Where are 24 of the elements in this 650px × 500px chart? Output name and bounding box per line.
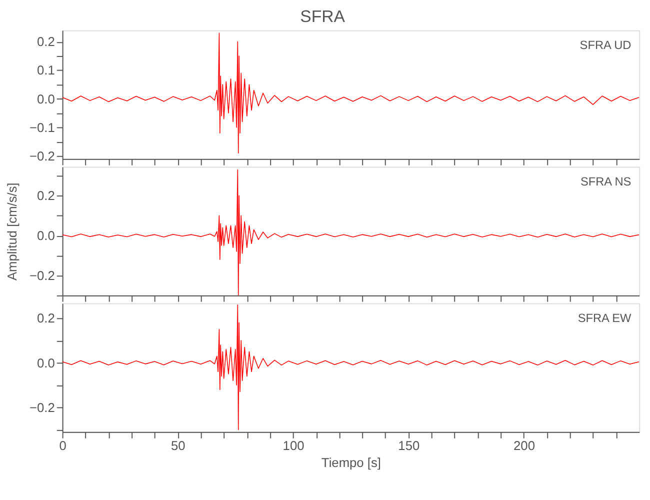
y-tick-label: −0.2 (30, 148, 55, 164)
x-tick-label: 150 (398, 438, 420, 454)
y-tick-label: −0.2 (30, 400, 55, 415)
x-tick-label: 0 (59, 438, 66, 454)
annotation: SFRA EW (578, 311, 632, 326)
x-tick-label: 200 (514, 438, 535, 454)
line-series (62, 32, 640, 154)
y-tick-label: 0.2 (37, 34, 55, 50)
x-tick-label: 100 (282, 438, 304, 454)
annotation: SFRA UD (580, 38, 632, 52)
y-tick-label: 0.1 (37, 62, 55, 78)
annotation: SFRA NS (580, 174, 632, 189)
x-tick-label: 50 (171, 438, 186, 454)
y-axis-title: Amplitud [cm/s/s] (4, 182, 20, 281)
y-tick-label: 0.2 (37, 188, 55, 204)
line-series (62, 304, 640, 430)
y-tick-label: 0.0 (37, 91, 55, 106)
y-tick-label: 0.2 (37, 310, 55, 326)
chart-title: SFRA (300, 6, 346, 26)
x-axis-title: Tiempo [s] (321, 455, 381, 470)
y-tick-label: 0.0 (37, 355, 55, 370)
y-tick-label: −0.2 (30, 268, 55, 283)
y-tick-label: 0.0 (37, 228, 55, 244)
y-tick-label: −0.1 (30, 120, 55, 135)
